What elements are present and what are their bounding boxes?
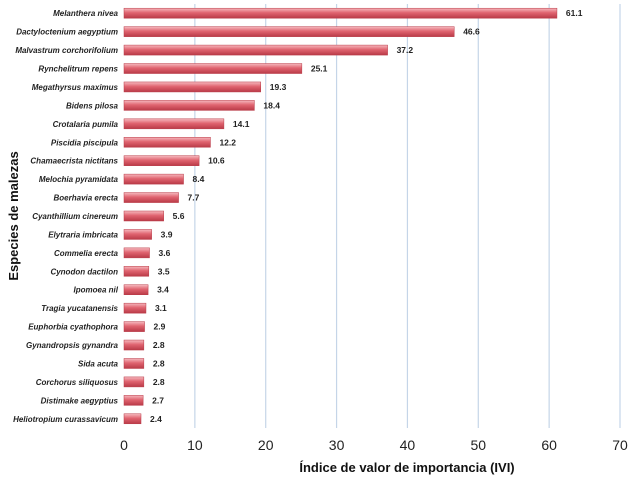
category-label-0: Melanthera nivea [53,9,118,18]
x-tick-labels: 0 10 20 30 40 50 60 70 [120,437,628,453]
value-label-2: 37.2 [397,45,414,55]
category-label-22: Heliotropium curassavicum [13,415,118,424]
value-label-12: 3.9 [161,229,173,239]
bar-1 [123,26,455,37]
x-tick-0: 0 [120,437,128,453]
y-axis-title: Especies de malezas [6,151,21,280]
bar-7 [123,137,211,148]
category-label-4: Megathyrsus maximus [32,83,119,92]
bar-4 [123,81,262,93]
bar-9 [123,173,184,185]
bar-2 [123,44,388,56]
x-tick-60: 60 [541,437,557,453]
bar-21 [123,395,144,406]
value-label-3: 25.1 [311,64,328,74]
category-label-18: Gynandropsis gynandra [26,341,119,350]
category-label-7: Piscidia piscipula [51,138,119,147]
bar-5 [123,100,255,111]
value-label-15: 3.4 [157,285,169,295]
bars [123,7,558,425]
bar-6 [123,118,225,130]
bar-13 [123,247,150,259]
category-label-5: Bidens pilosa [66,101,119,110]
category-label-1: Dactyloctenium aegyptium [16,28,118,37]
value-label-8: 10.6 [208,156,225,166]
category-label-15: Ipomoea nil [74,286,119,295]
bar-20 [123,376,145,388]
bar-16 [123,302,147,314]
value-label-10: 7.7 [188,193,200,203]
value-label-20: 2.8 [153,377,165,387]
bar-18 [123,339,145,351]
category-label-13: Commelia erecta [54,249,119,258]
x-tick-50: 50 [470,437,486,453]
bar-8 [123,155,200,166]
value-label-18: 2.8 [153,340,165,350]
bar-17 [123,321,145,332]
bar-14 [123,266,150,277]
category-label-17: Euphorbia cyathophora [28,323,118,332]
bar-15 [123,284,149,295]
bar-19 [123,358,145,369]
category-label-2: Malvastrum corchorifolium [15,46,118,55]
value-label-13: 3.6 [159,248,171,258]
x-tick-30: 30 [329,437,345,453]
grid-lines [194,4,621,428]
category-label-14: Cynodon dactilon [50,267,118,276]
value-label-21: 2.7 [152,395,164,405]
category-label-3: Rynchelitrum repens [38,65,118,74]
value-label-11: 5.6 [173,211,185,221]
value-labels: 61.1 46.6 37.2 25.1 19.3 18.4 14.1 12.2 10.68.4 7… [150,8,583,424]
value-label-1: 46.6 [463,27,480,37]
x-tick-10: 10 [187,437,203,453]
x-tick-20: 20 [258,437,274,453]
bar-3 [123,63,303,74]
value-label-22: 2.4 [150,414,162,424]
value-label-14: 3.5 [158,266,170,276]
bar-0 [123,7,558,19]
category-label-19: Sida acuta [78,359,119,368]
category-label-8: Chamaecrista nictitans [30,157,118,166]
x-axis-title: Índice de valor de importancia (IVI) [299,460,514,475]
value-label-17: 2.9 [154,322,166,332]
x-tick-40: 40 [400,437,416,453]
bar-11 [123,210,164,222]
value-label-6: 14.1 [233,119,250,129]
value-label-7: 12.2 [219,137,236,147]
value-label-16: 3.1 [155,303,167,313]
bar-12 [123,229,152,240]
value-label-19: 2.8 [153,358,165,368]
category-label-11: Cyanthillium cinereum [32,212,118,221]
category-label-10: Boerhavia erecta [54,194,119,203]
value-label-9: 8.4 [193,174,205,184]
category-label-12: Elytraria imbricata [48,230,118,239]
category-label-9: Melochia pyramidata [39,175,119,184]
category-label-6: Crotalaria pumila [53,120,119,129]
value-label-5: 18.4 [263,100,280,110]
category-label-21: Distimake aegyptius [41,396,119,405]
category-label-20: Corchorus siliquosus [36,378,119,387]
value-label-4: 19.3 [270,82,287,92]
category-label-16: Tragia yucatanensis [41,304,118,313]
bar-10 [123,192,179,203]
bar-22 [123,413,142,425]
value-label-0: 61.1 [566,8,583,18]
category-labels: Melanthera nivea Dactyloctenium aegyptium… [13,9,119,424]
x-tick-70: 70 [612,437,628,453]
